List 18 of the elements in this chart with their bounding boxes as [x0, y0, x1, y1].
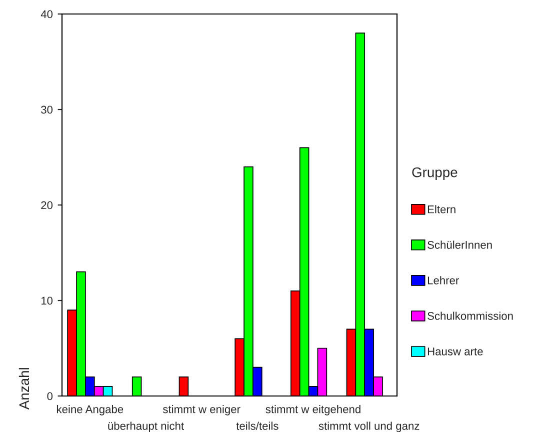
x-tick-label: stimmt w eitgehend [266, 405, 360, 416]
y-tick-label: 10 [41, 296, 53, 305]
y-axis-title: Anzahl [18, 368, 30, 410]
x-tick-label: stimmt voll und ganz [318, 422, 420, 432]
y-tick-label: 20 [41, 201, 53, 210]
legend-title: Gruppe [412, 167, 458, 180]
x-tick-label: keine Angabe [56, 405, 124, 416]
x-tick-label: stimmt w eniger [162, 405, 240, 416]
legend-label: Schulkommission [428, 312, 513, 320]
legend-label: Lehrer [428, 276, 459, 284]
y-tick-label: 30 [41, 106, 53, 114]
x-tick-label: überhaupt nicht [108, 422, 184, 432]
legend-label: Hausw arte [428, 348, 483, 356]
x-tick-label: teils/teils [236, 422, 278, 430]
y-tick-label: 40 [40, 10, 53, 18]
legend-label: Eltern [428, 205, 456, 214]
y-tick-label: 0 [47, 392, 53, 400]
legend-label: SchülerInnen [428, 240, 492, 249]
